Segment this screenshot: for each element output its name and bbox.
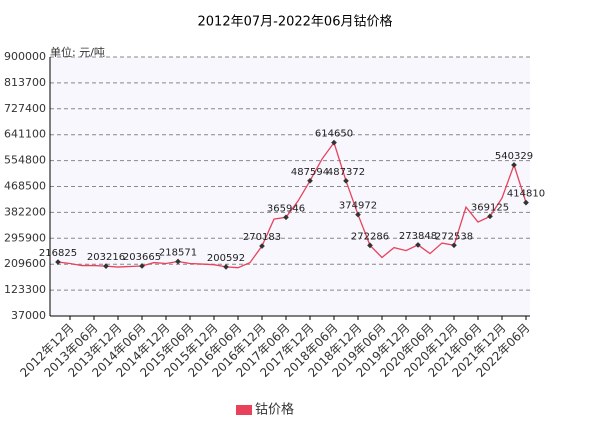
point-marker	[307, 177, 313, 184]
y-tick-label: 382200	[4, 205, 46, 218]
point-marker	[451, 242, 457, 249]
point-marker	[367, 242, 373, 249]
legend-label: 钴价格	[255, 402, 294, 418]
point-marker	[259, 243, 265, 249]
y-tick-label: 123300	[4, 283, 46, 296]
y-tick-label: 295900	[4, 231, 46, 244]
value-label: 272538	[435, 231, 473, 242]
y-tick-label: 727400	[4, 102, 46, 115]
y-tick-label: 468500	[4, 180, 46, 193]
y-tick-label: 37000	[11, 309, 46, 322]
value-label: 487594	[291, 167, 329, 178]
y-tick-label: 641100	[4, 128, 46, 141]
y-tick-label: 209600	[4, 257, 46, 270]
y-tick-label: 813700	[4, 76, 46, 89]
value-label: 614650	[315, 129, 353, 140]
y-tick-label: 554800	[4, 154, 46, 167]
value-label: 272286	[351, 231, 389, 242]
value-label: 374972	[339, 201, 377, 212]
point-marker	[139, 263, 145, 269]
chart-title: 2012年07月-2022年06月钴价格	[198, 14, 393, 30]
point-marker	[511, 162, 517, 168]
value-label: 203216	[87, 252, 125, 263]
point-marker	[523, 199, 529, 206]
point-marker	[487, 213, 493, 220]
value-label: 216825	[39, 248, 77, 259]
value-label: 270183	[243, 232, 281, 243]
point-marker	[175, 258, 181, 265]
legend-swatch	[236, 405, 252, 415]
point-marker	[283, 214, 289, 221]
y-tick-label: 900000	[4, 50, 46, 63]
series-line	[57, 141, 527, 269]
value-label: 273848	[399, 231, 437, 242]
point-marker	[331, 139, 337, 146]
point-marker	[103, 263, 109, 269]
point-marker	[415, 242, 421, 248]
value-label: 540329	[495, 151, 533, 162]
point-marker	[343, 178, 349, 184]
value-label: 365946	[267, 203, 305, 214]
value-label: 414810	[507, 189, 545, 200]
value-label: 218571	[159, 248, 197, 259]
value-label: 369125	[471, 202, 509, 213]
y-axis-label: 单位: 元/吨	[50, 45, 105, 59]
value-label: 203665	[123, 252, 161, 263]
value-label: 200592	[207, 253, 245, 264]
point-marker	[223, 264, 229, 270]
point-marker	[355, 211, 361, 218]
value-label: 487372	[327, 167, 365, 178]
